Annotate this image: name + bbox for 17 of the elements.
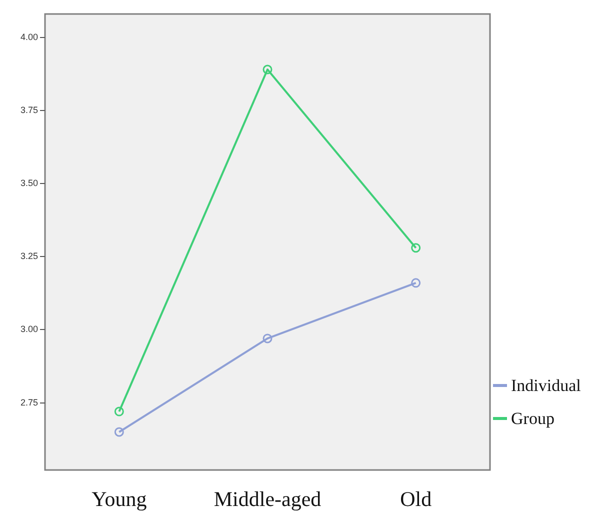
point [262, 64, 272, 74]
legend-label: Individual [511, 376, 581, 395]
y-tick-label: 4.00 [20, 32, 38, 42]
y-tick-label: 3.00 [20, 324, 38, 334]
y-tick-label: 2.75 [20, 397, 38, 408]
y-tick-label: 3.25 [20, 251, 38, 262]
point [411, 243, 421, 253]
y-tick-label: 3.50 [20, 178, 38, 188]
x-tick-label: Old [400, 487, 432, 512]
point [114, 427, 124, 437]
legend-label: Group [511, 409, 554, 428]
x-tick-label: Middle-aged [214, 487, 322, 512]
point [411, 278, 421, 288]
x-tick-label: Young [92, 487, 148, 512]
y-tick-label: 3.75 [20, 104, 38, 115]
point [262, 334, 272, 344]
point [114, 406, 124, 416]
